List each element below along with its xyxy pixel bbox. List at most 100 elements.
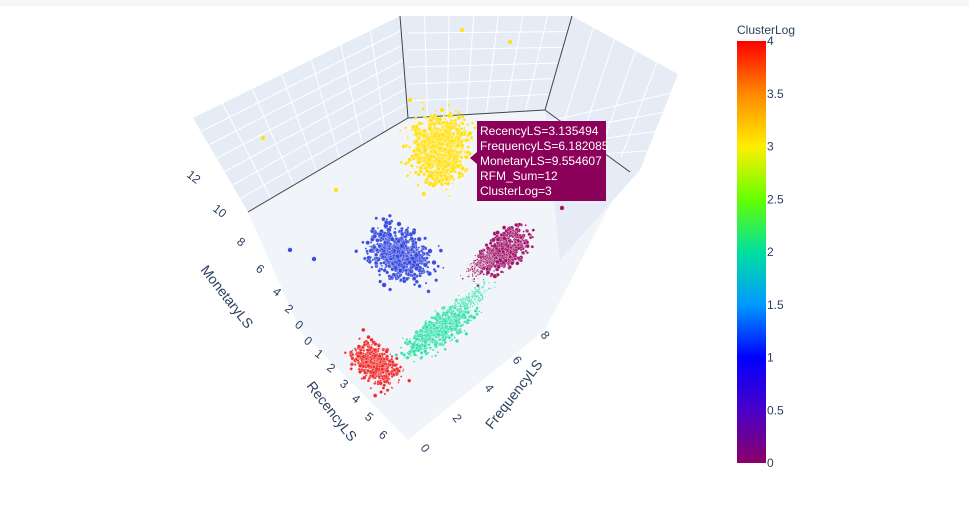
data-point-cluster-2[interactable] xyxy=(428,324,432,327)
data-point-cluster-2[interactable] xyxy=(448,305,451,308)
data-point-cluster-1[interactable] xyxy=(379,236,384,240)
data-point-cluster-2[interactable] xyxy=(477,288,480,291)
data-point-cluster-2[interactable] xyxy=(424,324,429,329)
data-point-cluster-4[interactable] xyxy=(385,388,390,392)
data-point-cluster-4[interactable] xyxy=(385,357,389,361)
data-point-cluster-4[interactable] xyxy=(379,379,382,383)
data-point-cluster-1[interactable] xyxy=(393,265,399,271)
data-point-cluster-4[interactable] xyxy=(364,355,368,358)
data-point-cluster-4[interactable] xyxy=(374,366,379,371)
data-point-cluster-2[interactable] xyxy=(420,330,424,333)
data-point-cluster-2[interactable] xyxy=(450,330,453,333)
data-point-cluster-2[interactable] xyxy=(469,290,472,292)
data-point-cluster-3[interactable] xyxy=(453,141,456,145)
data-point-cluster-3[interactable] xyxy=(451,164,455,168)
data-point-cluster-3[interactable] xyxy=(450,166,456,172)
data-point-cluster-1[interactable] xyxy=(400,231,405,236)
data-point-cluster-3[interactable] xyxy=(422,128,427,134)
data-point-cluster-2[interactable] xyxy=(426,333,430,337)
data-point-cluster-2[interactable] xyxy=(424,323,427,326)
data-point-cluster-3[interactable] xyxy=(470,121,474,125)
data-point-cluster-1[interactable] xyxy=(377,269,381,273)
data-point-cluster-0[interactable] xyxy=(499,270,504,274)
data-point-cluster-2[interactable] xyxy=(471,300,473,303)
data-point-cluster-2[interactable] xyxy=(449,340,452,342)
data-point-cluster-1[interactable] xyxy=(385,270,390,275)
data-point-cluster-2[interactable] xyxy=(438,324,441,328)
data-point-cluster-0[interactable] xyxy=(509,245,513,250)
data-point-cluster-0[interactable] xyxy=(511,229,515,233)
data-point-cluster-4[interactable] xyxy=(380,375,384,379)
data-point-cluster-3[interactable] xyxy=(260,135,266,141)
data-point-cluster-1[interactable] xyxy=(368,248,374,253)
data-point-cluster-0[interactable] xyxy=(495,237,501,242)
data-point-cluster-2[interactable] xyxy=(483,283,486,286)
data-point-cluster-3[interactable] xyxy=(463,168,468,172)
data-point-cluster-4[interactable] xyxy=(375,375,378,378)
data-point-cluster-0[interactable] xyxy=(484,265,487,268)
data-point-cluster-1[interactable] xyxy=(388,287,393,292)
data-point-cluster-2[interactable] xyxy=(423,349,428,354)
data-point-cluster-3[interactable] xyxy=(413,128,418,133)
data-point-cluster-0[interactable] xyxy=(496,272,500,277)
data-point-cluster-2[interactable] xyxy=(448,321,452,326)
data-point-cluster-2[interactable] xyxy=(466,299,468,302)
data-point-cluster-3[interactable] xyxy=(440,132,445,138)
data-point-cluster-1[interactable] xyxy=(372,234,377,239)
data-point-cluster-2[interactable] xyxy=(460,309,463,312)
data-point-cluster-4[interactable] xyxy=(349,352,352,355)
data-point-cluster-0[interactable] xyxy=(488,241,493,246)
data-point-cluster-2[interactable] xyxy=(452,316,455,319)
data-point-cluster-0[interactable] xyxy=(487,264,490,267)
data-point-cluster-4[interactable] xyxy=(361,327,366,332)
data-point-cluster-2[interactable] xyxy=(486,289,488,292)
data-point-cluster-2[interactable] xyxy=(474,295,477,297)
data-point-cluster-0[interactable] xyxy=(485,259,488,263)
data-point-cluster-4[interactable] xyxy=(362,352,365,355)
data-point-cluster-1[interactable] xyxy=(381,264,384,268)
data-point-cluster-2[interactable] xyxy=(408,355,411,358)
data-point-cluster-1[interactable] xyxy=(424,281,428,285)
data-point-cluster-0[interactable] xyxy=(478,271,480,273)
data-point-cluster-0[interactable] xyxy=(515,261,520,266)
data-point-cluster-2[interactable] xyxy=(468,315,471,318)
data-point-cluster-0[interactable] xyxy=(531,228,535,232)
data-point-cluster-3[interactable] xyxy=(423,115,427,119)
data-point-cluster-0[interactable] xyxy=(530,234,533,237)
data-point-cluster-1[interactable] xyxy=(425,251,429,255)
data-point-cluster-2[interactable] xyxy=(463,302,466,305)
data-point-cluster-4[interactable] xyxy=(370,343,373,346)
data-point-cluster-3[interactable] xyxy=(453,160,458,165)
data-point-cluster-1[interactable] xyxy=(426,289,431,294)
data-point-cluster-1[interactable] xyxy=(389,275,394,280)
data-point-cluster-2[interactable] xyxy=(459,299,462,302)
data-point-cluster-0[interactable] xyxy=(505,251,508,254)
data-point-cluster-4[interactable] xyxy=(366,335,371,340)
data-point-cluster-2[interactable] xyxy=(419,351,424,355)
data-point-cluster-3[interactable] xyxy=(398,129,402,132)
data-point-cluster-0[interactable] xyxy=(474,254,476,257)
data-point-cluster-0[interactable] xyxy=(473,269,475,271)
data-point-cluster-2[interactable] xyxy=(479,294,481,296)
data-point-cluster-1[interactable] xyxy=(387,232,393,238)
data-point-cluster-3[interactable] xyxy=(421,106,425,111)
data-point-cluster-2[interactable] xyxy=(451,314,454,317)
data-point-cluster-4[interactable] xyxy=(395,373,398,377)
data-point-cluster-1[interactable] xyxy=(404,271,409,276)
data-point-cluster-3[interactable] xyxy=(448,111,453,115)
data-point-cluster-3[interactable] xyxy=(431,139,434,142)
data-point-cluster-2[interactable] xyxy=(431,341,434,344)
data-point-cluster-0[interactable] xyxy=(510,234,513,237)
data-point-cluster-1[interactable] xyxy=(409,236,414,241)
data-point-cluster-2[interactable] xyxy=(446,326,449,330)
data-point-cluster-0[interactable] xyxy=(476,254,479,256)
data-point-cluster-0[interactable] xyxy=(473,267,476,270)
data-point-cluster-2[interactable] xyxy=(475,301,478,303)
data-point-cluster-4[interactable] xyxy=(380,352,385,356)
data-point-cluster-0[interactable] xyxy=(484,254,486,256)
data-point-cluster-1[interactable] xyxy=(442,266,445,269)
data-point-cluster-2[interactable] xyxy=(423,333,426,337)
data-point-cluster-2[interactable] xyxy=(481,298,484,301)
data-point-cluster-2[interactable] xyxy=(431,355,434,358)
data-point-cluster-4[interactable] xyxy=(373,348,378,352)
